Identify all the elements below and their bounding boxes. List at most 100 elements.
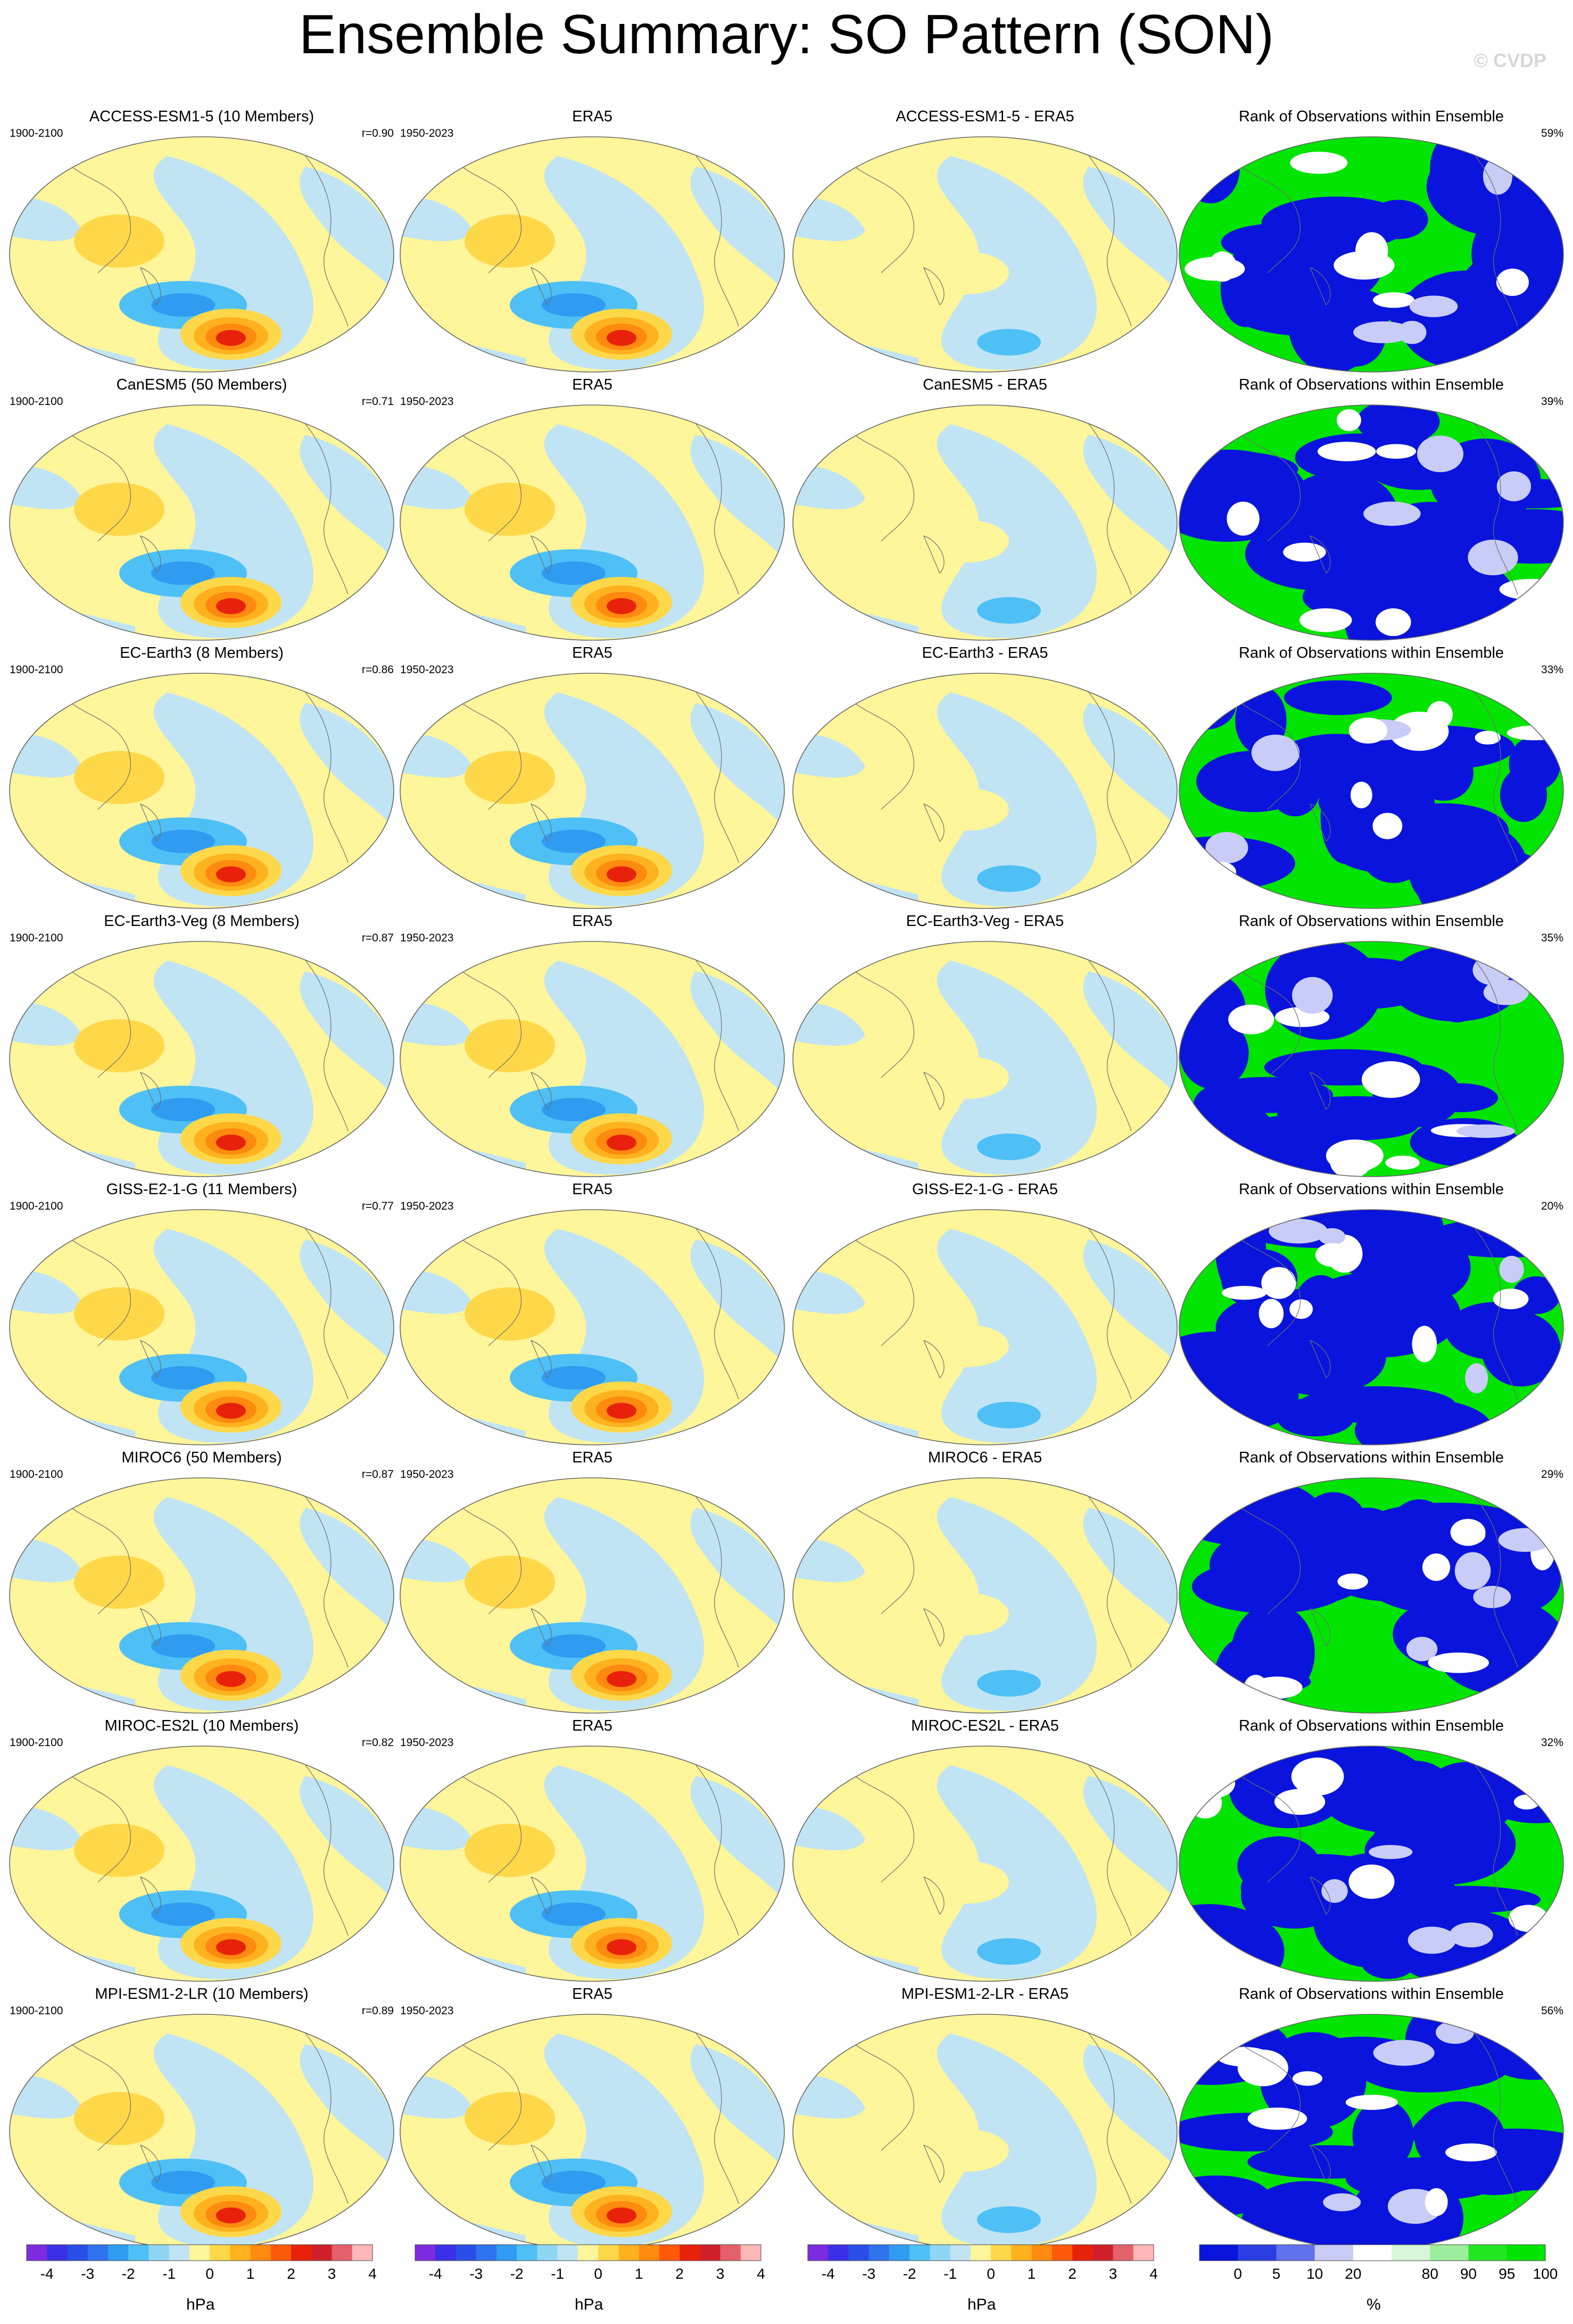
pattern-correlation: r=0.89 — [361, 2005, 394, 2017]
panel-obs: ERA5 1950-2023 — [398, 1181, 787, 1447]
colorbar-tick-label: -4 — [429, 2265, 442, 2282]
colorbar-frame — [26, 2244, 373, 2261]
period-label: 1950-2023 — [400, 1200, 454, 1212]
colorbar-swatch — [950, 2245, 971, 2261]
rank-percent: 59% — [1541, 127, 1563, 139]
pattern-correlation: r=0.87 — [361, 932, 394, 944]
panel-diff: MPI-ESM1-2-LR - ERA5 — [791, 1986, 1179, 2252]
panel-title: MPI-ESM1-2-LR - ERA5 — [901, 1986, 1069, 2003]
colorbar-tick-label: 2 — [675, 2265, 684, 2282]
colorbar-swatch — [1052, 2245, 1073, 2261]
panel-diff: ACCESS-ESM1-5 - ERA5 — [791, 108, 1179, 374]
colorbar-swatch — [577, 2245, 599, 2261]
colorbar-tick-label: 100 — [1533, 2265, 1558, 2282]
colorbar-swatch — [415, 2245, 436, 2261]
panel-title: Rank of Observations within Ensemble — [1238, 1986, 1504, 2003]
panel-model: GISS-E2-1-G (11 Members) 1900-2100 r=0.77 — [7, 1181, 396, 1447]
panel-rank: Rank of Observations within Ensemble 39% — [1177, 376, 1566, 642]
panel-title: ERA5 — [572, 913, 612, 930]
map-obs — [400, 1209, 785, 1445]
rank-percent: 56% — [1541, 2005, 1563, 2017]
map-obs — [400, 1746, 785, 1982]
period-label: 1900-2100 — [10, 127, 63, 139]
colorbar-tick-label: -3 — [862, 2265, 875, 2282]
map-diff — [792, 136, 1178, 373]
colorbar-tick-label: 0 — [987, 2265, 995, 2282]
colorbar-tick-label: 1 — [246, 2265, 255, 2282]
colorbar-swatch — [1011, 2245, 1032, 2261]
colorbar-tick-label: 95 — [1499, 2265, 1515, 2282]
panel-obs: ERA5 1950-2023 — [398, 376, 787, 642]
pattern-correlation: r=0.86 — [361, 664, 394, 676]
panel-model: EC-Earth3-Veg (8 Members) 1900-2100 r=0.87 — [7, 913, 396, 1179]
panel-title: ERA5 — [572, 108, 612, 125]
panel-title: MIROC6 (50 Members) — [121, 1449, 282, 1466]
map-obs — [400, 941, 785, 1177]
panel-title: MIROC-ES2L (10 Members) — [104, 1717, 299, 1734]
map-model — [9, 1746, 394, 1982]
colorbar-tick-label: -4 — [40, 2265, 54, 2282]
colorbar-obs: -4 -3 -2 -1 0 1 2 3 4 hPa — [415, 2244, 765, 2324]
rank-percent: 32% — [1541, 1736, 1563, 1749]
colorbar-frame — [1199, 2244, 1546, 2261]
panel-diff: GISS-E2-1-G - ERA5 — [791, 1181, 1179, 1447]
rank-percent: 39% — [1541, 395, 1563, 408]
colorbar-diff: -4 -3 -2 -1 0 1 2 3 4 hPa — [807, 2244, 1158, 2324]
panel-title: EC-Earth3-Veg (8 Members) — [104, 913, 300, 930]
period-label: 1900-2100 — [10, 1736, 63, 1749]
colorbar-tick-label: 4 — [368, 2265, 377, 2282]
colorbar-swatch — [1072, 2245, 1093, 2261]
period-label: 1900-2100 — [10, 1468, 63, 1481]
panel-title: EC-Earth3-Veg - ERA5 — [906, 913, 1064, 930]
map-rank — [1179, 404, 1564, 641]
rank-percent: 35% — [1541, 932, 1563, 944]
period-label: 1950-2023 — [400, 127, 454, 139]
colorbar-swatch — [618, 2245, 640, 2261]
colorbar-swatch — [740, 2245, 761, 2261]
colorbar-units: hPa — [575, 2296, 603, 2313]
colorbar-tick-label: 0 — [205, 2265, 214, 2282]
colorbar-swatch — [868, 2245, 890, 2261]
panel-title: Rank of Observations within Ensemble — [1238, 1449, 1504, 1466]
colorbar-tick-label: 90 — [1460, 2265, 1477, 2282]
colorbar-svg: -4 -3 -2 -1 0 1 2 3 4 — [415, 2244, 765, 2282]
panel-rank: Rank of Observations within Ensemble 59% — [1177, 108, 1566, 374]
panel-title: ERA5 — [572, 1717, 612, 1734]
panel-title: CanESM5 (50 Members) — [116, 376, 287, 393]
colorbar-swatch — [128, 2245, 149, 2261]
colorbar-swatch — [598, 2245, 619, 2261]
colorbar-swatch — [848, 2245, 870, 2261]
colorbar-swatch — [291, 2245, 312, 2261]
panel-rank: Rank of Observations within Ensemble 56% — [1177, 1986, 1566, 2252]
panel-title: Rank of Observations within Ensemble — [1238, 1717, 1504, 1734]
map-diff — [792, 941, 1178, 1177]
colorbar-swatch — [1430, 2245, 1469, 2261]
colorbar-swatch — [270, 2245, 292, 2261]
colorbar-swatch — [1276, 2245, 1315, 2261]
panel-title: ERA5 — [572, 1986, 612, 2003]
colorbar-swatch — [476, 2245, 497, 2261]
period-label: 1950-2023 — [400, 395, 454, 408]
map-diff — [792, 404, 1178, 641]
panel-diff: MIROC6 - ERA5 — [791, 1449, 1179, 1715]
colorbar-swatch — [1468, 2245, 1508, 2261]
map-obs — [400, 1477, 785, 1714]
colorbar-tick-label: -2 — [122, 2265, 135, 2282]
colorbar-tick-label: 1 — [1028, 2265, 1036, 2282]
period-label: 1950-2023 — [400, 2005, 454, 2017]
panel-title: CanESM5 - ERA5 — [923, 376, 1047, 393]
panel-diff: EC-Earth3 - ERA5 — [791, 644, 1179, 911]
period-label: 1900-2100 — [10, 2005, 63, 2017]
colorbar-swatch — [47, 2245, 68, 2261]
panel-obs: ERA5 1950-2023 — [398, 913, 787, 1179]
panel-title: MIROC6 - ERA5 — [928, 1449, 1042, 1466]
panel-diff: CanESM5 - ERA5 — [791, 376, 1179, 642]
period-label: 1900-2100 — [10, 932, 63, 944]
colorbar-tick-label: 80 — [1422, 2265, 1438, 2282]
map-rank — [1179, 941, 1564, 1177]
period-label: 1950-2023 — [400, 1736, 454, 1749]
colorbar-tick-label: 2 — [287, 2265, 295, 2282]
panel-diff: EC-Earth3-Veg - ERA5 — [791, 913, 1179, 1179]
colorbar-swatch — [169, 2245, 190, 2261]
map-rank — [1179, 136, 1564, 373]
